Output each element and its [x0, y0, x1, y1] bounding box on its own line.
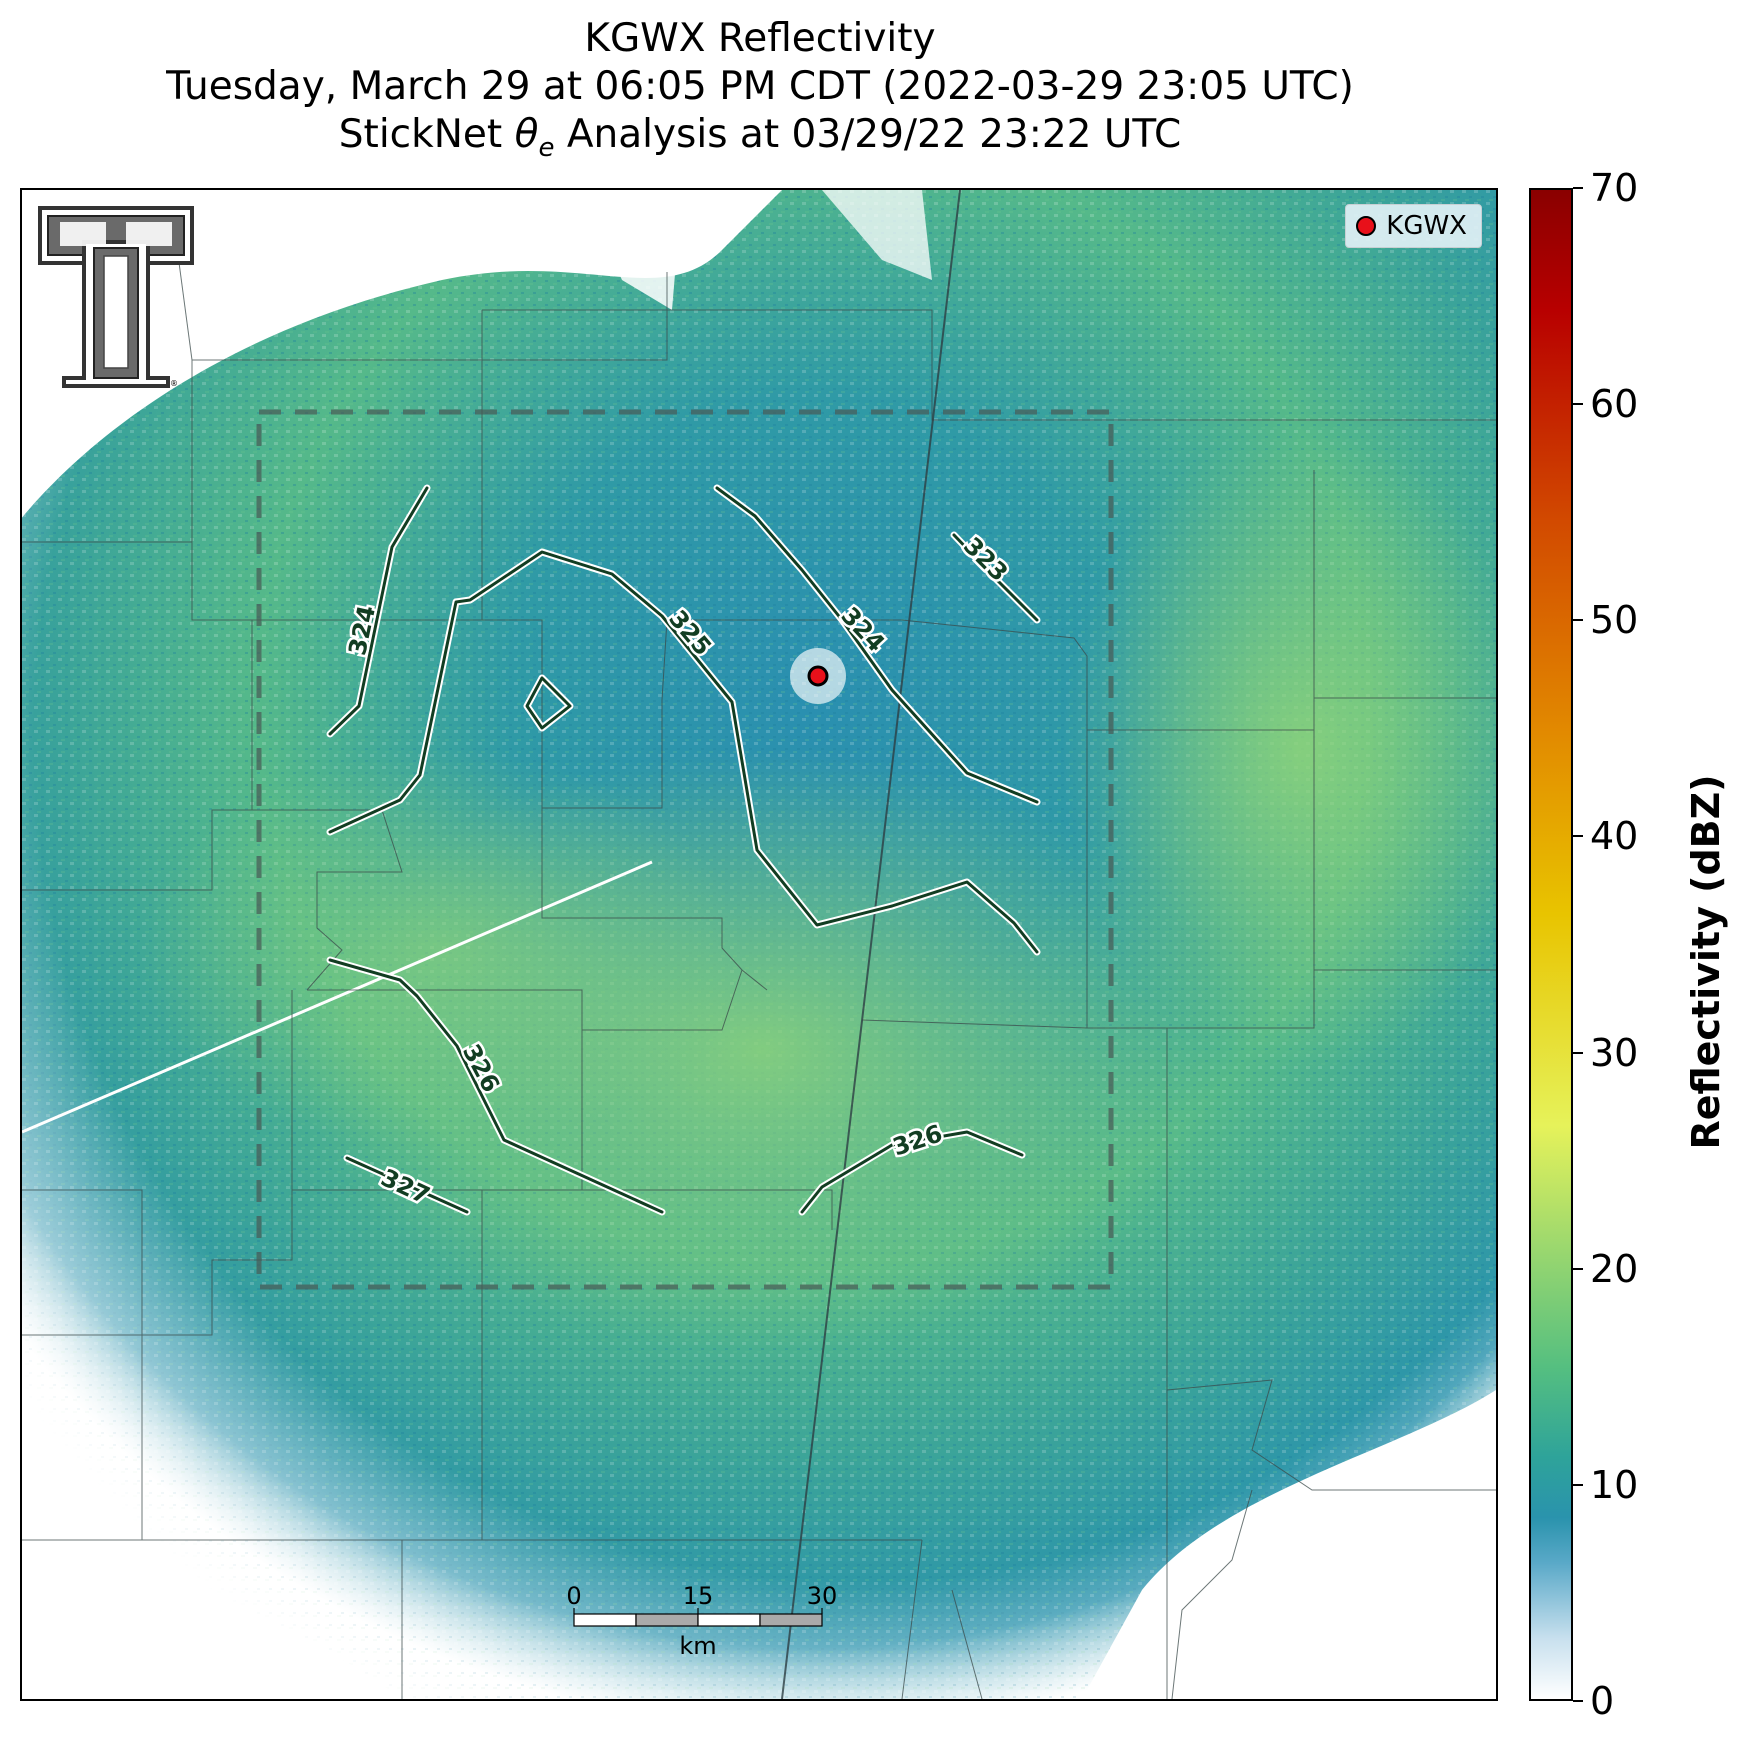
texas-tech-logo: ® [38, 206, 194, 388]
state-boundary [781, 190, 961, 1699]
chart-title: KGWX Reflectivity [584, 16, 936, 61]
radar-map: 324 325 324 323 326 326 327 ® [20, 188, 1498, 1701]
colorbar-tick-mark [1573, 1267, 1583, 1270]
chart-subtitle-time: Tuesday, March 29 at 06:05 PM CDT (2022-… [166, 64, 1354, 109]
radar-marker-swatch [1356, 216, 1377, 236]
legend-label: KGWX [1386, 211, 1467, 241]
theta-symbol: θ [514, 112, 539, 157]
colorbar-tick-label: 60 [1590, 382, 1639, 427]
colorbar-tick-label: 10 [1590, 1462, 1639, 1507]
colorbar-title: Reflectivity (dBZ) [1684, 774, 1728, 1150]
contour-327 [345, 1156, 469, 1214]
scale-tick-0: 0 [566, 1582, 581, 1610]
colorbar-tick-mark [1573, 187, 1583, 189]
colorbar-tick-label: 20 [1590, 1246, 1639, 1291]
scale-bar: 0 15 30 km [566, 1582, 837, 1660]
colorbar-tick-label: 0 [1590, 1679, 1615, 1723]
contour-323 [952, 533, 1039, 622]
colorbar-tick-mark [1573, 835, 1583, 838]
colorbar-tick-mark [1573, 1700, 1583, 1702]
colorbar-tick-label: 70 [1590, 166, 1639, 210]
map-legend: KGWX [1345, 204, 1482, 248]
contour-326-east [800, 1130, 1024, 1214]
scale-unit: km [679, 1632, 716, 1660]
chart-subtitle-analysis: StickNet θe Analysis at 03/29/22 23:22 U… [0, 112, 1520, 171]
colorbar-tick-mark [1573, 403, 1583, 406]
colorbar-tick-label: 30 [1590, 1030, 1639, 1075]
colorbar-tick-mark [1573, 1051, 1583, 1054]
analysis-suffix: Analysis at 03/29/22 23:22 UTC [554, 112, 1182, 157]
colorbar-tick-label: 50 [1590, 598, 1639, 643]
beam-artifact [22, 860, 653, 1134]
theta-e-contours [326, 484, 1041, 1216]
radar-map-canvas: 324 325 324 323 326 326 327 ® [22, 190, 1496, 1699]
reflectivity-field [22, 190, 1496, 1699]
theta-subscript: e [538, 132, 555, 163]
contour-325 [328, 550, 1039, 954]
reflectivity-colorbar [1529, 188, 1573, 1701]
radar-site-marker[interactable] [807, 665, 829, 687]
contour-325-closed [525, 676, 572, 730]
contour-326-west [328, 958, 664, 1214]
contour-324-east [715, 486, 1039, 804]
contour-324-west [328, 486, 429, 736]
analysis-prefix: StickNet [338, 112, 515, 157]
colorbar-tick-mark [1573, 1483, 1583, 1486]
svg-text:®: ® [170, 379, 178, 388]
colorbar-tick-label: 40 [1590, 814, 1639, 859]
scale-tick-15: 15 [683, 1582, 714, 1610]
colorbar-tick-mark [1573, 619, 1583, 622]
scale-tick-30: 30 [807, 1582, 838, 1610]
